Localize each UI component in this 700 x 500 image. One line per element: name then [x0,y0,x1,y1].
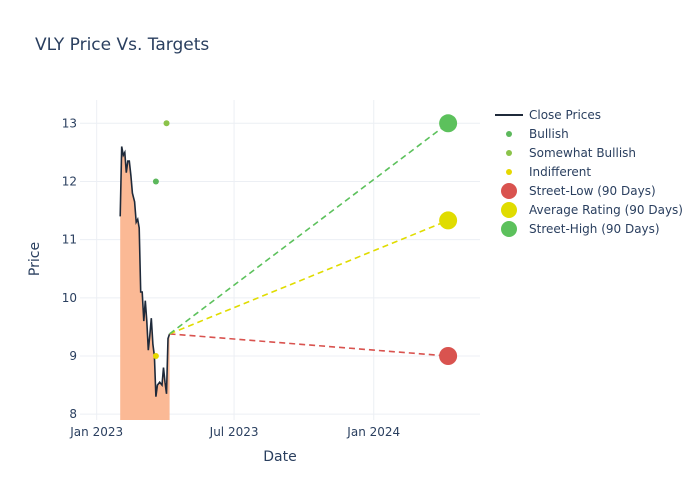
somewhat-bullish-rating-point [163,120,170,127]
legend-swatch-bullish [506,131,512,137]
close-price-line [119,146,171,397]
street-high-90-days-marker [439,114,458,133]
area-layer [120,146,170,420]
y-tick-label: 12 [62,174,77,188]
x-tick-label: Jan 2023 [69,425,123,439]
legend-label-indifferent: Indifferent [529,165,591,179]
legend-swatch-somewhat-bullish [506,150,512,156]
markers-layer [152,114,458,365]
street-low-90-days-trend-line [169,333,449,357]
y-axis-ticks: 8 9 10 11 12 13 [62,116,77,421]
legend-swatch-street-high-90-days [501,221,517,237]
y-tick-label: 11 [62,233,77,247]
legend-label-bullish: Bullish [529,127,569,141]
y-tick-label: 9 [69,349,77,363]
y-tick-label: 13 [62,116,77,130]
legend-label-average-rating-90-days: Average Rating (90 Days) [529,203,683,217]
y-axis-title: Price [27,242,43,276]
x-axis-ticks: Jan 2023 Jul 2023 Jan 2024 [69,425,400,439]
close-price-area [120,146,170,420]
x-axis-title: Date [263,449,296,465]
street-low-90-days-marker [439,347,458,365]
legend-label-somewhat-bullish: Somewhat Bullish [529,146,636,160]
y-tick-label: 8 [69,407,77,421]
legend-swatch-average-rating-90-days [501,202,517,218]
chart-title: VLY Price Vs. Targets [35,35,209,55]
average-rating-90-days-marker [439,211,458,230]
legend-label-street-high-90-days: Street-High (90 Days) [529,222,660,236]
y-tick-label: 10 [62,291,77,305]
legend: Close Prices Bullish Somewhat Bullish Indif… [495,108,683,237]
indifferent-rating-point [152,353,159,359]
x-tick-label: Jan 2024 [346,425,400,439]
lines-layer [119,122,449,397]
x-tick-label: Jul 2023 [209,425,259,439]
bullish-rating-point [152,178,159,185]
legend-swatch-street-low-90-days [501,183,517,199]
street-high-90-days-trend-line [169,122,449,335]
legend-label-close-prices: Close Prices [529,108,601,122]
legend-swatch-indifferent [506,169,512,175]
legend-label-street-low-90-days: Street-Low (90 Days) [529,184,656,198]
average-rating-90-days-trend-line [169,219,449,335]
